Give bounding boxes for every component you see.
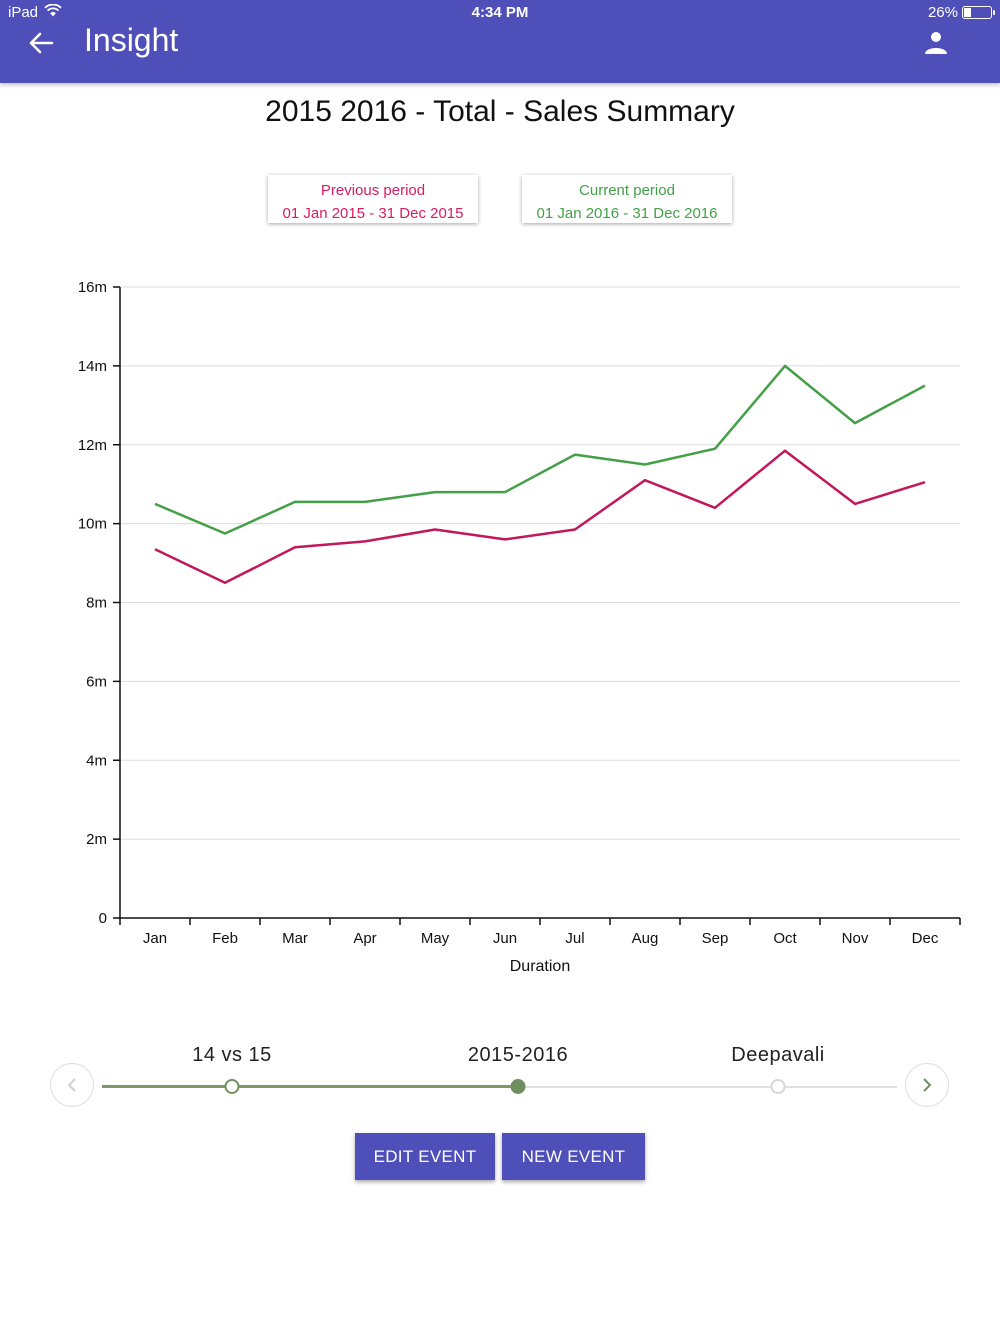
x-tick-label: Jun — [493, 930, 517, 947]
x-tick-label: Sep — [702, 930, 729, 947]
x-tick-label: May — [421, 930, 450, 947]
timeline-dot-visited[interactable] — [224, 1079, 240, 1094]
user-profile-button[interactable] — [918, 24, 954, 60]
status-left: iPad — [8, 3, 62, 21]
y-tick-label: 14m — [78, 358, 107, 375]
x-axis-title: Duration — [510, 958, 570, 975]
y-tick-label: 6m — [86, 673, 107, 690]
x-tick-label: Jul — [565, 930, 584, 947]
timeline-label[interactable]: 2015-2016 — [467, 1044, 569, 1066]
timeline-track-progress — [102, 1085, 524, 1088]
arrow-left-icon — [29, 32, 54, 54]
edit-event-button[interactable]: EDIT EVENT — [355, 1133, 495, 1180]
y-tick-label: 0 — [99, 910, 107, 927]
x-tick-label: Jan — [143, 930, 167, 947]
battery-icon — [962, 6, 995, 19]
x-tick-label: Aug — [632, 930, 659, 947]
chevron-right-icon — [923, 1078, 932, 1092]
battery-fill — [964, 8, 971, 17]
previous-period-label: Previous period — [320, 182, 426, 199]
sales-line-chart: 0 2m 4m 6m 8m 10m 12m 14m 16m Jan Feb Mar Apr May Jun J… — [78, 279, 961, 975]
timeline-dot-active[interactable] — [510, 1079, 526, 1094]
y-tick-label: 10m — [78, 516, 107, 533]
person-icon — [925, 32, 947, 54]
x-tick-label: Feb — [212, 930, 238, 947]
x-tick-label: Oct — [773, 930, 797, 947]
new-event-button[interactable]: NEW EVENT — [502, 1133, 645, 1180]
y-tick-label: 12m — [78, 437, 107, 454]
back-button[interactable] — [24, 26, 58, 60]
chevron-left-icon — [67, 1078, 76, 1092]
series-line-current-period — [154, 364, 926, 535]
x-tick-label: Apr — [353, 930, 376, 947]
status-time: 4:34 PM — [471, 4, 529, 21]
x-tick-label: Dec — [912, 930, 939, 947]
timeline-label[interactable]: Deepavali — [731, 1044, 825, 1066]
x-tick-label: Mar — [282, 930, 308, 947]
timeline-prev-button[interactable] — [50, 1063, 94, 1107]
device-name: iPad — [8, 4, 39, 21]
app-title: Insight — [84, 22, 179, 58]
y-tick-label: 16m — [78, 279, 107, 296]
current-period-label: Current period — [579, 182, 675, 199]
y-tick-label: 4m — [86, 752, 107, 769]
status-right: 26% — [927, 4, 995, 21]
x-tick-label: Nov — [842, 930, 869, 947]
timeline-next-button[interactable] — [905, 1063, 949, 1107]
series-line-previous-period — [154, 449, 926, 585]
timeline-label[interactable]: 14 vs 15 — [192, 1044, 272, 1066]
timeline-dot-future[interactable] — [770, 1079, 786, 1094]
wifi-icon — [44, 3, 62, 21]
y-tick-label: 2m — [86, 831, 107, 848]
y-tick-label: 8m — [86, 595, 107, 612]
page-title: 2015 2016 - Total - Sales Summary — [265, 95, 735, 128]
previous-period-box[interactable]: Previous period 01 Jan 2015 - 31 Dec 201… — [268, 175, 478, 223]
battery-percent: 26% — [927, 4, 958, 21]
current-period-range: 01 Jan 2016 - 31 Dec 2016 — [536, 205, 718, 222]
current-period-box[interactable]: Current period 01 Jan 2016 - 31 Dec 2016 — [522, 175, 732, 223]
previous-period-range: 01 Jan 2015 - 31 Dec 2015 — [282, 205, 464, 222]
app-bar: iPad 4:34 PM 26% Insight — [0, 0, 1000, 83]
